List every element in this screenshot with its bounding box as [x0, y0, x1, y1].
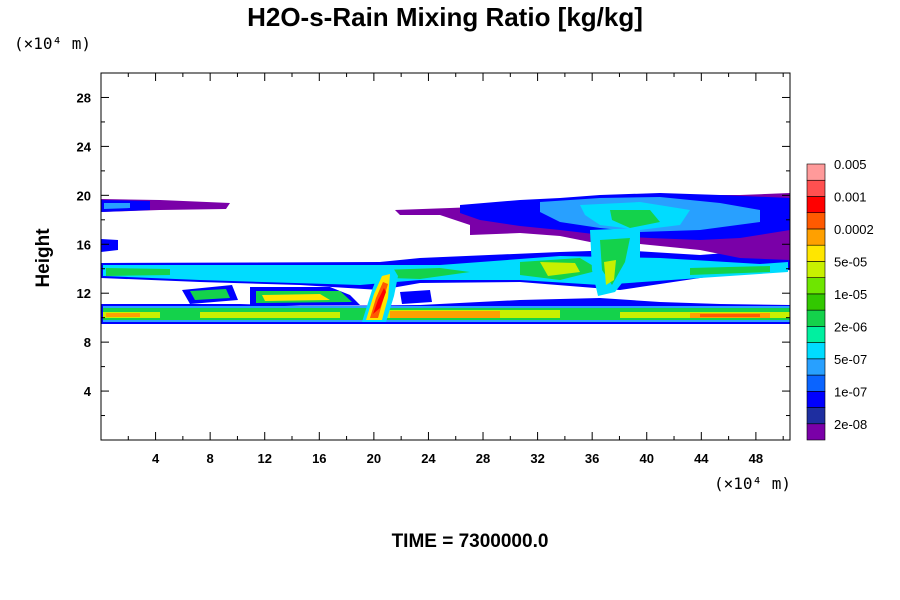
colorbar-swatch — [806, 212, 826, 230]
x-tick-label: 28 — [476, 451, 490, 466]
colorbar-swatch — [806, 293, 826, 311]
colorbar-swatch — [806, 326, 826, 343]
field-patch — [106, 311, 770, 318]
y-tick-label: 4 — [84, 384, 92, 399]
colorbar-label: 1e-07 — [834, 384, 867, 399]
colorbar-label: 1e-05 — [834, 287, 867, 302]
field-patch — [540, 262, 580, 276]
y-tick-label: 12 — [77, 286, 91, 301]
field-patch — [400, 290, 432, 304]
x-tick-label: 44 — [694, 451, 709, 466]
field-patch — [373, 288, 386, 314]
field-patch — [700, 314, 760, 317]
colorbar-swatch — [806, 407, 826, 425]
field-patch — [262, 294, 330, 301]
y-tick-label: 20 — [77, 188, 91, 203]
field-patch — [104, 203, 130, 209]
colorbar-label: 5e-05 — [834, 254, 867, 269]
colorbar-swatch — [806, 423, 826, 441]
colorbar-label: 2e-08 — [834, 417, 867, 432]
colorbar-swatch — [806, 374, 826, 392]
x-tick-label: 20 — [367, 451, 381, 466]
y-tick-label: 8 — [84, 335, 91, 350]
field-patch — [101, 239, 118, 252]
field-patch — [106, 258, 770, 280]
colorbar-label: 0.005 — [834, 157, 867, 172]
colorbar-swatch — [806, 179, 826, 197]
y-tick-label: 28 — [77, 90, 91, 105]
x-ticks: 4 8 12 16 20 24 28 32 36 40 44 48 — [127, 73, 784, 466]
colorbar-swatch — [806, 196, 826, 214]
colorbar-swatch — [806, 277, 826, 295]
rain-field — [101, 193, 790, 324]
colorbar-label: 0.001 — [834, 189, 867, 204]
x-tick-label: 32 — [530, 451, 544, 466]
colorbar-swatch — [806, 309, 826, 327]
x-tick-label: 24 — [421, 451, 436, 466]
colorbar-swatch — [806, 358, 826, 376]
colorbar-swatch — [806, 244, 826, 262]
x-tick-label: 16 — [312, 451, 326, 466]
colorbar-swatch — [806, 163, 826, 181]
x-tick-label: 40 — [640, 451, 654, 466]
colorbar-swatch — [806, 390, 826, 408]
time-label: TIME = 7300000.0 — [391, 531, 549, 552]
chart-title: H2O-s-Rain Mixing Ratio [kg/kg] — [247, 2, 643, 32]
x-tick-label: 4 — [152, 451, 160, 466]
x-tick-label: 48 — [749, 451, 763, 466]
y-tick-label: 16 — [77, 237, 91, 252]
colorbar-label: 2e-06 — [834, 319, 867, 334]
y-axis-unit: (×10⁴ m) — [14, 34, 92, 53]
y-ticks: 4 8 12 16 20 24 28 — [77, 72, 790, 417]
colorbar-swatch — [806, 342, 826, 360]
x-tick-label: 8 — [207, 451, 214, 466]
y-tick-label: 24 — [77, 139, 92, 154]
colorbar: 2e-08 1e-07 5e-07 2e-06 1e-05 5e-05 0.0002 0.00… — [806, 157, 874, 441]
x-axis-unit: (×10⁴ m) — [714, 474, 792, 493]
colorbar-swatch — [806, 261, 826, 278]
x-tick-label: 36 — [585, 451, 599, 466]
field-patch — [604, 260, 616, 285]
colorbar-swatch — [806, 228, 826, 246]
colorbar-label: 0.0002 — [834, 222, 874, 237]
x-tick-label: 12 — [257, 451, 271, 466]
colorbar-label: 5e-07 — [834, 352, 867, 367]
plot-frame — [100, 72, 791, 441]
field-patch — [610, 210, 660, 228]
